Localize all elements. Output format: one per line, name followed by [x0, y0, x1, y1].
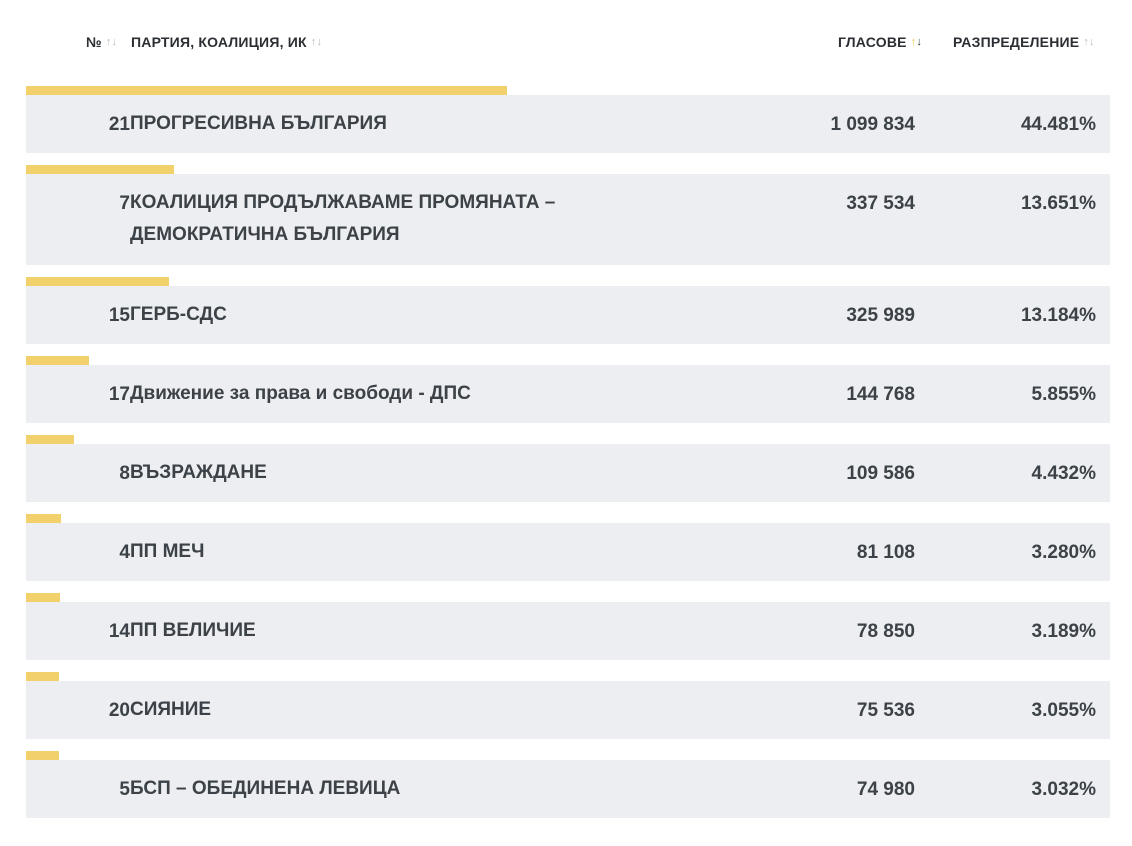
party-votes: 74 980 — [856, 779, 915, 800]
party-number: 20 — [108, 700, 130, 721]
table-row[interactable]: 15 ГЕРБ-СДС 325 989 13.184% — [26, 286, 1110, 344]
party-number: 4 — [119, 542, 130, 563]
party-share: 44.481% — [1020, 114, 1096, 135]
party-number: 8 — [119, 463, 130, 484]
party-name: ПП МЕЧ — [130, 541, 205, 562]
party-votes: 75 536 — [856, 700, 915, 721]
header-share[interactable]: РАЗПРЕДЕЛЕНИЕ ↑ ↓ — [953, 34, 1095, 50]
header-party[interactable]: ПАРТИЯ, КОАЛИЦИЯ, ИК ↑ ↓ — [131, 34, 322, 50]
party-votes: 144 768 — [846, 384, 915, 405]
table-row[interactable]: 4 ПП МЕЧ 81 108 3.280% — [26, 523, 1110, 581]
share-bar — [26, 86, 507, 95]
party-votes: 325 989 — [846, 305, 915, 326]
table-row[interactable]: 7 КОАЛИЦИЯ ПРОДЪЛЖАВАМЕ ПРОМЯНАТА – ДЕМОК… — [26, 174, 1110, 265]
party-share: 3.189% — [1031, 621, 1096, 642]
share-bar — [26, 593, 60, 602]
header-party-label: ПАРТИЯ, КОАЛИЦИЯ, ИК — [131, 34, 307, 50]
header-votes-label: ГЛАСОВЕ — [838, 34, 907, 50]
party-number: 5 — [119, 779, 130, 800]
table-row[interactable]: 21 ПРОГРЕСИВНА БЪЛГАРИЯ 1 099 834 44.481% — [26, 95, 1110, 153]
party-votes: 337 534 — [846, 193, 915, 214]
table-row[interactable]: 8 ВЪЗРАЖДАНЕ 109 586 4.432% — [26, 444, 1110, 502]
table-row[interactable]: 5 БСП – ОБЕДИНЕНА ЛЕВИЦА 74 980 3.032% — [26, 760, 1110, 818]
party-share: 3.280% — [1031, 542, 1096, 563]
party-name: СИЯНИЕ — [130, 699, 212, 720]
table-row[interactable]: 20 СИЯНИЕ 75 536 3.055% — [26, 681, 1110, 739]
party-name: ВЪЗРАЖДАНЕ — [130, 462, 267, 483]
party-name: БСП – ОБЕДИНЕНА ЛЕВИЦА — [130, 778, 401, 799]
party-name: ПП ВЕЛИЧИЕ — [130, 620, 256, 641]
table-row[interactable]: 14 ПП ВЕЛИЧИЕ 78 850 3.189% — [26, 602, 1110, 660]
table-row[interactable]: 17 Движение за права и свободи - ДПС 144 7… — [26, 365, 1110, 423]
share-bar — [26, 277, 169, 286]
party-number: 7 — [119, 193, 130, 214]
party-name: ГЕРБ-СДС — [130, 304, 227, 325]
party-votes: 109 586 — [846, 463, 915, 484]
share-bar — [26, 672, 59, 681]
party-share: 3.055% — [1031, 700, 1096, 721]
party-share: 5.855% — [1031, 384, 1096, 405]
party-number: 21 — [108, 114, 130, 135]
sort-icon[interactable]: ↑ ↓ — [105, 35, 118, 48]
share-bar — [26, 356, 89, 365]
party-name: КОАЛИЦИЯ ПРОДЪЛЖАВАМЕ ПРОМЯНАТА – ДЕМОКР… — [130, 192, 556, 245]
party-name: Движение за права и свободи - ДПС — [130, 383, 471, 404]
table-header: № ↑ ↓ ПАРТИЯ, КОАЛИЦИЯ, ИК ↑ ↓ ГЛАСОВЕ ↑ ↓ … — [0, 34, 1132, 58]
party-votes: 81 108 — [856, 542, 915, 563]
share-bar — [26, 751, 59, 760]
header-number-label: № — [86, 34, 102, 50]
header-votes[interactable]: ГЛАСОВЕ ↑ ↓ — [838, 34, 922, 50]
party-share: 4.432% — [1031, 463, 1096, 484]
share-bar — [26, 165, 174, 174]
header-share-label: РАЗПРЕДЕЛЕНИЕ — [953, 34, 1080, 50]
sort-icon[interactable]: ↑ ↓ — [310, 35, 323, 48]
party-share: 13.651% — [1020, 193, 1096, 214]
share-bar — [26, 514, 61, 523]
party-votes: 1 099 834 — [830, 114, 915, 135]
party-votes: 78 850 — [856, 621, 915, 642]
party-share: 13.184% — [1020, 305, 1096, 326]
header-number[interactable]: № ↑ ↓ — [86, 34, 117, 50]
party-number: 15 — [108, 305, 130, 326]
share-bar — [26, 435, 74, 444]
party-number: 14 — [108, 621, 130, 642]
party-share: 3.032% — [1031, 779, 1096, 800]
party-name: ПРОГРЕСИВНА БЪЛГАРИЯ — [130, 113, 387, 134]
sort-icon[interactable]: ↑ ↓ — [1083, 35, 1095, 48]
party-number: 17 — [108, 384, 130, 405]
sort-active-icon[interactable]: ↑ ↓ — [910, 35, 923, 48]
